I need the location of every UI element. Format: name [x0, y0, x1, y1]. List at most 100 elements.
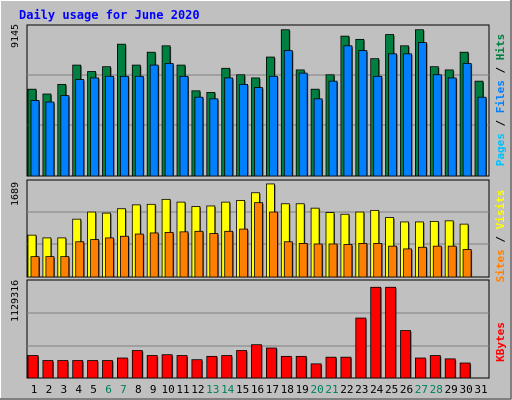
bar-files-day-23: [358, 50, 368, 177]
bar-kbytes-day-21: [325, 356, 337, 379]
bar-sites-day-8: [134, 233, 144, 278]
bar-kbytes-day-18: [280, 355, 292, 379]
legend-visits: Visits: [494, 190, 507, 230]
x-label-day-9: 9: [150, 383, 157, 396]
bar-sites-day-9: [149, 232, 159, 278]
bar-kbytes-day-26: [400, 330, 411, 379]
bar-kbytes-day-25: [385, 286, 397, 379]
x-label-day-7: 7: [120, 383, 127, 396]
x-label-day-23: 23: [355, 383, 368, 396]
bar-files-day-31: [477, 96, 487, 177]
bar-kbytes-day-6: [102, 360, 113, 379]
bar-kbytes-day-4: [72, 360, 84, 379]
panel-kbytes: 1129316 KBytes: [10, 279, 507, 379]
x-label-day-27: 27: [415, 383, 428, 396]
bar-sites-day-30: [462, 249, 472, 278]
bar-files-day-8: [134, 75, 144, 177]
bar-kbytes-day-30: [459, 362, 471, 379]
bar-sites-day-23: [358, 243, 368, 278]
bar-sites-day-22: [343, 244, 353, 278]
bars-kbytes: [27, 286, 472, 379]
bar-kbytes-day-11: [176, 355, 188, 379]
x-label-day-30: 30: [459, 383, 472, 396]
bar-files-day-21: [328, 80, 338, 177]
bar-sites-day-21: [328, 243, 338, 278]
bar-files-day-9: [149, 64, 159, 177]
bar-sites-day-4: [75, 241, 85, 278]
x-label-day-31: 31: [474, 383, 487, 396]
bar-kbytes-day-3: [57, 360, 69, 379]
x-label-day-10: 10: [161, 383, 174, 396]
axis-max-label: 1689: [10, 182, 21, 206]
bar-kbytes-day-7: [117, 357, 128, 379]
bar-kbytes-day-5: [87, 360, 98, 379]
x-label-day-29: 29: [445, 383, 458, 396]
legend-kbytes: KBytes: [494, 322, 507, 362]
bar-kbytes-day-29: [444, 358, 456, 379]
x-label-day-15: 15: [236, 383, 249, 396]
bar-files-day-30: [462, 63, 472, 177]
bar-sites-day-29: [447, 245, 457, 278]
bar-files-day-15: [239, 83, 249, 177]
bar-sites-day-10: [164, 231, 174, 278]
bar-kbytes-day-9: [146, 355, 158, 379]
x-label-day-13: 13: [206, 383, 219, 396]
bar-files-day-17: [268, 75, 278, 177]
bar-files-day-24: [373, 75, 383, 177]
bar-sites-day-12: [194, 230, 204, 278]
bar-kbytes-day-8: [131, 350, 143, 379]
legend-visits-sites: Sites / Visits: [494, 190, 507, 283]
x-label-day-22: 22: [340, 383, 353, 396]
bar-sites-day-27: [417, 246, 427, 278]
bar-sites-day-26: [403, 248, 412, 278]
bar-files-day-14: [224, 77, 234, 177]
x-label-day-17: 17: [266, 383, 279, 396]
bar-sites-day-19: [298, 243, 308, 278]
bar-files-day-7: [120, 75, 129, 177]
x-label-day-16: 16: [251, 383, 264, 396]
legend-sites: Sites: [494, 249, 507, 282]
bar-kbytes-day-12: [191, 359, 203, 379]
bar-files-day-11: [179, 75, 189, 177]
x-label-day-28: 28: [430, 383, 443, 396]
bar-kbytes-day-19: [295, 355, 307, 379]
bar-kbytes-day-16: [251, 344, 262, 379]
bar-files-day-3: [60, 95, 70, 177]
axis-max-label: 9145: [10, 24, 21, 48]
bar-files-day-19: [298, 72, 308, 177]
x-label-day-3: 3: [60, 383, 67, 396]
x-label-day-25: 25: [385, 383, 398, 396]
bar-kbytes-day-2: [42, 360, 54, 379]
bar-kbytes-day-23: [355, 317, 367, 379]
bar-sites-day-2: [45, 256, 55, 278]
svg-text:Sites / Visits: Sites / Visits: [494, 190, 507, 283]
bar-files-day-16: [254, 87, 263, 177]
legend-hits: Hits: [494, 34, 507, 61]
bar-sites-day-13: [209, 233, 219, 278]
bar-sites-day-28: [432, 245, 442, 278]
bar-files-day-18: [283, 50, 293, 177]
bar-kbytes-day-28: [429, 355, 441, 379]
bar-sites-day-1: [30, 256, 40, 278]
x-label-day-12: 12: [191, 383, 204, 396]
x-label-day-24: 24: [370, 383, 384, 396]
bar-files-day-4: [75, 79, 85, 177]
legend-kbytes-text: KBytes: [494, 322, 507, 362]
bar-sites-day-25: [388, 245, 398, 278]
bar-sites-day-14: [224, 230, 234, 278]
x-label-day-1: 1: [31, 383, 38, 396]
bar-kbytes-day-24: [370, 286, 382, 379]
bars-visits-sites: [27, 183, 473, 278]
panel-hits-files-pages: 9145 Pages / Files / Hits: [10, 24, 507, 177]
x-axis-labels: 1 2 3 4 5 6 7 8 9 10 11 12 13 14 15 16 17 18 19 20 21 22 23 24 2…: [31, 383, 488, 396]
bar-files-day-12: [194, 96, 204, 177]
x-label-day-8: 8: [135, 383, 142, 396]
bars-hits-files-pages: [27, 29, 487, 177]
legend-files: Files: [494, 80, 507, 113]
bar-kbytes-day-22: [340, 356, 352, 379]
bar-files-day-20: [313, 98, 323, 177]
x-label-day-26: 26: [400, 383, 413, 396]
bar-files-day-22: [343, 45, 353, 177]
x-label-day-18: 18: [281, 383, 294, 396]
